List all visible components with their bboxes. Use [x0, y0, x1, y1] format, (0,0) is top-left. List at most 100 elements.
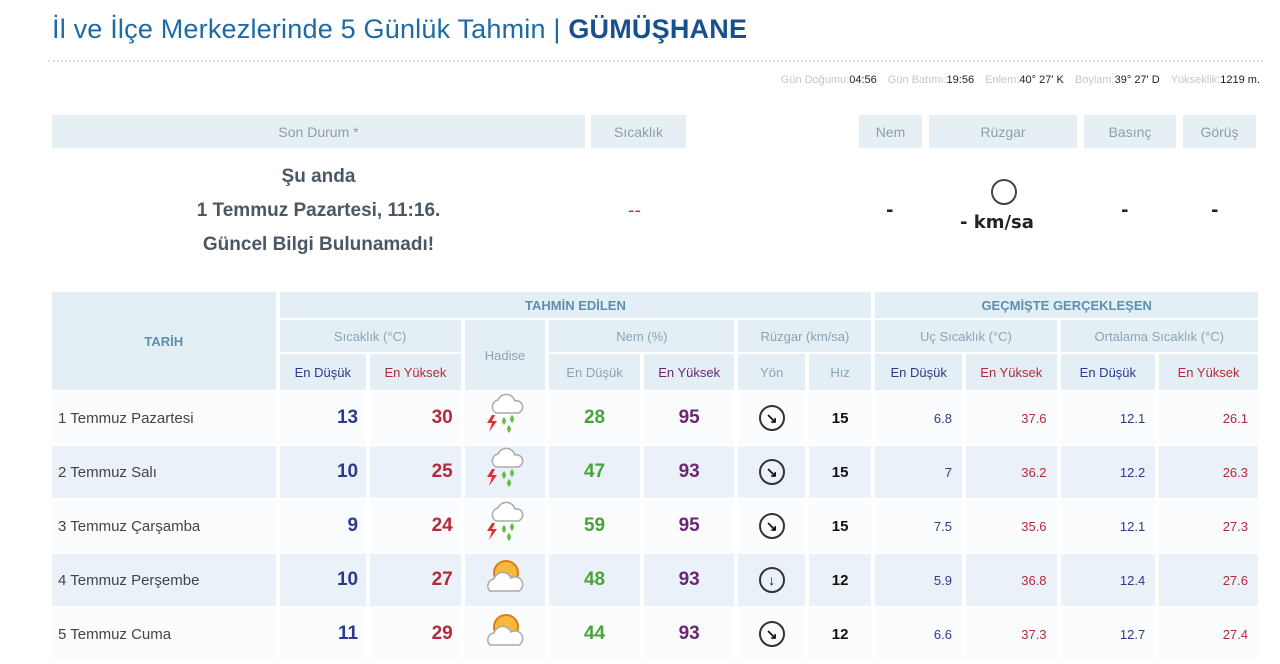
sunrise-value: 04:56: [849, 74, 877, 86]
table-row: 4 Temmuz Perşembe 10 27 48 93 ↓ 12 5.9 3…: [52, 554, 1258, 606]
divider: [48, 60, 1263, 62]
past-avg-max: 26.3: [1159, 446, 1258, 498]
wind-arrow-icon: ↘: [758, 621, 785, 647]
date-cell: 2 Temmuz Salı: [52, 446, 276, 498]
min-temp: 13: [279, 392, 367, 444]
wind-direction: ↘: [738, 500, 805, 552]
wind-arrow-icon: ↘: [758, 405, 785, 431]
past-avg-max: 27.4: [1159, 608, 1258, 660]
date-cell: 5 Temmuz Cuma: [52, 608, 276, 660]
min-temp: 10: [279, 446, 367, 498]
max-temp: 24: [370, 500, 461, 552]
past-extreme-min: 6.8: [875, 392, 962, 444]
past-avg-max: 27.3: [1159, 500, 1258, 552]
header-ruzgar: Rüzgar: [929, 115, 1077, 148]
past-avg-max: 27.6: [1159, 554, 1258, 606]
current-pressure: -: [1121, 200, 1129, 221]
header-tarih: TARİH: [52, 292, 276, 390]
sunset-value: 19:56: [946, 74, 975, 86]
header-gorus: Görüş: [1183, 115, 1256, 148]
wind-arrow-icon: ↓: [758, 567, 785, 593]
header-nem-en-dusuk: En Düşük: [549, 354, 640, 390]
humidity-max: 95: [643, 500, 735, 552]
current-datetime: 1 Temmuz Pazartesi, 11:16.: [196, 200, 441, 221]
header-ortalama-sicaklik: Ortalama Sıcaklık (°C): [1060, 320, 1258, 352]
wind-arrow-icon: ↘: [758, 513, 785, 539]
header-uc-en-dusuk: En Düşük: [875, 354, 962, 390]
header-uc-sicaklik: Uç Sıcaklık (°C): [875, 320, 1057, 352]
humidity-min: 28: [549, 392, 640, 444]
lat-label: Enlem:: [985, 74, 1020, 86]
header-ort-en-yuksek: En Yüksek: [1159, 354, 1258, 390]
current-visibility: -: [1211, 200, 1219, 221]
past-extreme-min: 5.9: [875, 554, 962, 606]
thunderstorm-rain-icon: [464, 446, 546, 498]
humidity-max: 95: [643, 392, 735, 444]
wind-direction: ↓: [738, 554, 805, 606]
location-info: Gün Doğumu:04:56 Gün Batımı:19:56 Enlem:…: [773, 74, 1260, 86]
sunset-label: Gün Batımı:: [887, 74, 947, 86]
header-sicaklik: Sıcaklık: [591, 115, 686, 148]
alt-label: Yükseklik:: [1170, 74, 1221, 86]
wind-speed: 12: [808, 554, 872, 606]
past-avg-min: 12.2: [1060, 446, 1156, 498]
city-name: GÜMÜŞHANE: [568, 14, 748, 44]
current-status: Şu anda 1 Temmuz Pazartesi, 11:16. Günce…: [52, 160, 585, 262]
max-temp: 29: [370, 608, 461, 660]
humidity-max: 93: [643, 554, 735, 606]
min-temp: 10: [279, 554, 367, 606]
max-temp: 25: [370, 446, 461, 498]
lat-value: 40° 27' K: [1019, 74, 1064, 86]
wind-arrow-icon: ↘: [758, 459, 785, 485]
current-message: Güncel Bilgi Bulunamadı!: [202, 234, 435, 255]
wind-speed: 15: [808, 446, 872, 498]
date-cell: 4 Temmuz Perşembe: [52, 554, 276, 606]
current-temperature: --: [628, 200, 641, 221]
current-wind: - km/sa: [960, 212, 1034, 233]
past-extreme-max: 37.6: [965, 392, 1057, 444]
past-extreme-max: 36.2: [965, 446, 1057, 498]
alt-value: 1219 m.: [1220, 74, 1260, 86]
header-ort-en-dusuk: En Düşük: [1060, 354, 1156, 390]
humidity-min: 48: [549, 554, 640, 606]
humidity-min: 47: [549, 446, 640, 498]
humidity-max: 93: [643, 608, 735, 660]
header-en-dusuk: En Düşük: [279, 354, 367, 390]
humidity-min: 59: [549, 500, 640, 552]
wind-direction: ↘: [738, 446, 805, 498]
table-row: 3 Temmuz Çarşamba 9 24 59 95 ↘ 15 7.5 35…: [52, 500, 1258, 552]
past-avg-min: 12.1: [1060, 392, 1156, 444]
sunrise-label: Gün Doğumu:: [780, 74, 850, 86]
header-ruzgar: Rüzgar (km/sa): [738, 320, 872, 352]
header-sicaklik: Sıcaklık (°C): [279, 320, 461, 352]
header-yon: Yön: [738, 354, 805, 390]
header-gecmis: GEÇMİŞTE GERÇEKLEŞEN: [875, 292, 1258, 318]
table-row: 2 Temmuz Salı 10 25 47 93 ↘ 15 7 36.2 12…: [52, 446, 1258, 498]
past-extreme-min: 7.5: [875, 500, 962, 552]
thunderstorm-rain-icon: [464, 392, 546, 444]
header-en-yuksek: En Yüksek: [370, 354, 461, 390]
partly-cloudy-icon: [464, 608, 546, 660]
past-extreme-max: 36.8: [965, 554, 1057, 606]
past-extreme-max: 35.6: [965, 500, 1057, 552]
header-nem: Nem: [859, 115, 922, 148]
header-nem: Nem (%): [549, 320, 735, 352]
wind-direction-icon: [991, 179, 1017, 205]
forecast-table: TARİH TAHMİN EDİLEN GEÇMİŞTE GERÇEKLEŞEN…: [48, 290, 1262, 662]
thunderstorm-rain-icon: [464, 500, 546, 552]
past-avg-min: 12.7: [1060, 608, 1156, 660]
min-temp: 11: [279, 608, 367, 660]
past-extreme-min: 6.6: [875, 608, 962, 660]
wind-direction: ↘: [738, 392, 805, 444]
header-son-durum: Son Durum *: [52, 115, 585, 148]
wind-speed: 15: [808, 500, 872, 552]
partly-cloudy-icon: [464, 554, 546, 606]
humidity-max: 93: [643, 446, 735, 498]
wind-direction: ↘: [738, 608, 805, 660]
max-temp: 30: [370, 392, 461, 444]
table-row: 5 Temmuz Cuma 11 29 44 93 ↘ 12 6.6 37.3 …: [52, 608, 1258, 660]
lon-label: Boylam:: [1074, 74, 1115, 86]
date-cell: 3 Temmuz Çarşamba: [52, 500, 276, 552]
header-hadise: Hadise: [464, 320, 546, 390]
max-temp: 27: [370, 554, 461, 606]
